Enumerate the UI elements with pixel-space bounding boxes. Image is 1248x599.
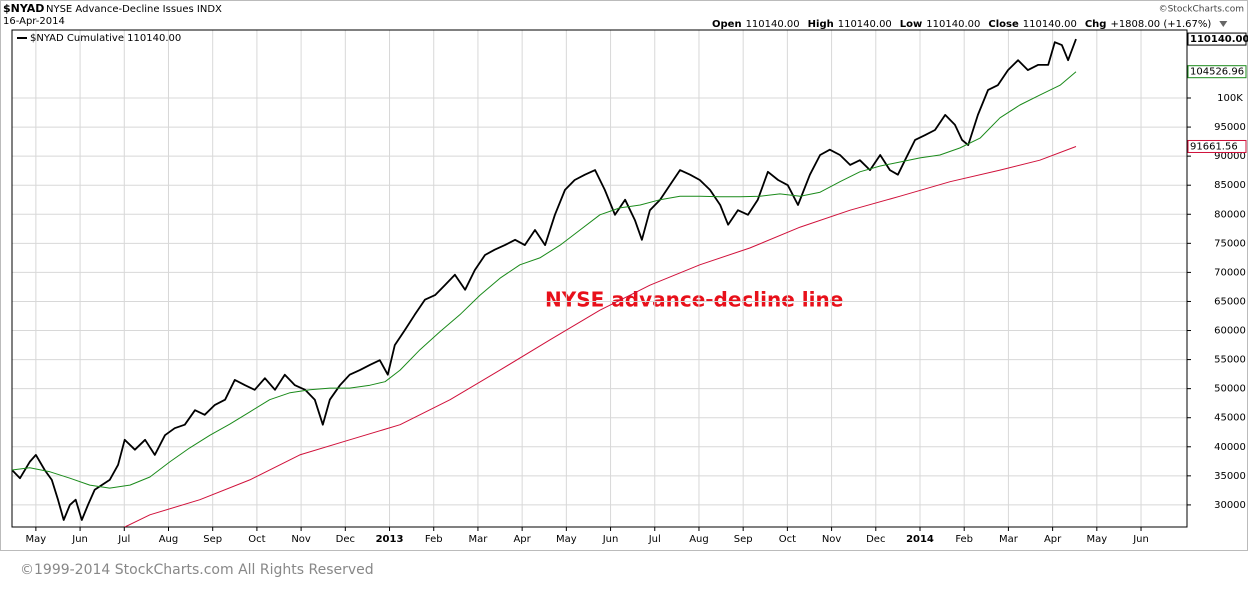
series-line	[124, 146, 1077, 527]
x-tick-label: Mar	[468, 534, 488, 545]
y-tick-label: 70000	[1214, 267, 1246, 278]
quote-value: 110140.00	[746, 19, 800, 30]
y-tick-label: 55000	[1214, 355, 1246, 366]
plot-border	[11, 29, 1188, 528]
x-tick-label: Jun	[1132, 534, 1149, 545]
quote-label: High	[808, 19, 834, 30]
symbol: $NYAD	[3, 2, 44, 15]
x-tick-label: Jul	[117, 534, 130, 545]
chart-date: 16-Apr-2014	[3, 16, 65, 27]
y-tick-label: 65000	[1214, 296, 1246, 307]
quote-label: Chg	[1085, 19, 1107, 30]
x-tick-label: Nov	[822, 534, 842, 545]
credit: ©StockCharts.com	[1159, 5, 1244, 15]
x-tick-label: 2014	[906, 534, 934, 545]
end-label: 110140.00	[1190, 34, 1248, 45]
end-tag	[1187, 139, 1247, 153]
quote-label: Low	[900, 19, 922, 30]
legend-label: $NYAD Cumulative 110140.00	[30, 33, 181, 44]
end-tag	[1187, 32, 1247, 46]
y-tick-label: 85000	[1214, 180, 1246, 191]
x-tick-label: Dec	[866, 534, 885, 545]
x-tick-label: Jun	[602, 534, 619, 545]
end-label: 104526.96	[1190, 67, 1244, 78]
x-tick-label: Sep	[734, 534, 753, 545]
series-line	[12, 71, 1077, 489]
x-tick-label: Apr	[513, 534, 531, 545]
x-tick-label: May	[556, 534, 577, 545]
quote-label: Open	[712, 19, 742, 30]
x-tick-label: Aug	[689, 534, 709, 545]
y-tick-label: 35000	[1214, 471, 1246, 482]
x-tick-label: Feb	[955, 534, 973, 545]
x-tick-label: Nov	[291, 534, 311, 545]
x-tick-label: Sep	[203, 534, 222, 545]
dropdown-arrow	[1219, 21, 1228, 27]
y-tick-label: 40000	[1214, 442, 1246, 453]
quote-value: 110140.00	[838, 19, 892, 30]
footer: ©1999-2014 StockCharts.com All Rights Re…	[20, 562, 374, 578]
x-tick-label: Oct	[779, 534, 796, 545]
y-tick-label: 60000	[1214, 326, 1246, 337]
y-tick-label: 50000	[1214, 384, 1246, 395]
x-tick-label: Aug	[159, 534, 179, 545]
chart-title: NYSE Advance-Decline Issues INDX	[46, 4, 222, 15]
annotation: NYSE advance-decline line	[545, 288, 843, 312]
x-tick-label: Dec	[336, 534, 355, 545]
quote-value: 110140.00	[1023, 19, 1077, 30]
x-tick-label: Oct	[248, 534, 265, 545]
y-tick-label: 90000	[1214, 151, 1246, 162]
quote-value: +1808.00 (+1.67%)	[1110, 19, 1211, 30]
x-tick-label: 2013	[376, 534, 404, 545]
y-tick-label: 75000	[1214, 238, 1246, 249]
x-tick-label: Feb	[425, 534, 443, 545]
x-tick-label: Apr	[1044, 534, 1062, 545]
x-tick-label: Mar	[999, 534, 1019, 545]
y-tick-label: 30000	[1214, 500, 1246, 511]
y-tick-label: 95000	[1214, 122, 1246, 133]
series-line	[12, 38, 1077, 521]
y-tick-label: 100K	[1217, 93, 1243, 104]
x-tick-label: May	[1086, 534, 1107, 545]
y-tick-label: 45000	[1214, 413, 1246, 424]
x-tick-label: May	[26, 534, 47, 545]
x-tick-label: Jun	[71, 534, 88, 545]
end-tag	[1187, 65, 1247, 79]
quote-label: Close	[988, 19, 1019, 30]
end-label: 91661.56	[1190, 141, 1238, 152]
y-tick-label: 80000	[1214, 209, 1246, 220]
x-tick-label: Jul	[648, 534, 661, 545]
quote-value: 110140.00	[926, 19, 980, 30]
